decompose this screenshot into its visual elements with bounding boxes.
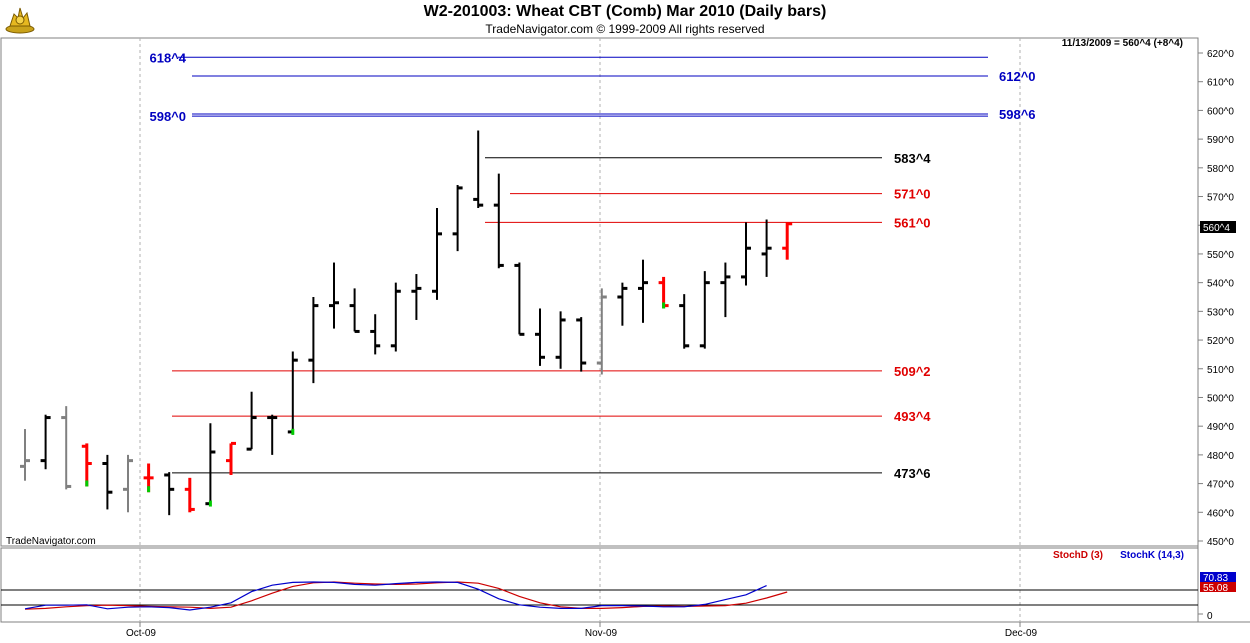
level-label: 598^6 (999, 107, 1036, 122)
chart-header: W2-201003: Wheat CBT (Comb) Mar 2010 (Da… (0, 0, 1250, 38)
ohlc-bar (741, 222, 751, 286)
ohlc-bar (555, 311, 566, 369)
ohlc-bar (638, 259, 648, 323)
level-label: 618^4 (149, 50, 186, 65)
ohlc-bar (143, 463, 154, 493)
stoch-k-line (24, 581, 767, 611)
ohlc-bar (184, 477, 195, 513)
level-label: 561^0 (894, 215, 931, 230)
stoch-d-value: 55.08 (1203, 583, 1228, 594)
x-tick-label: Oct-09 (126, 628, 156, 639)
y-tick-label: 500^0 (1207, 393, 1234, 404)
y-tick-label: 600^0 (1207, 106, 1234, 117)
ohlc-bar (452, 185, 463, 252)
ohlc-bar (102, 454, 113, 510)
ohlc-bar (61, 406, 72, 490)
watermark-text: TradeNavigator.com (6, 536, 96, 547)
ohlc-bar (617, 282, 628, 326)
stoch-k-value-tag (1200, 572, 1236, 582)
y-tick-label: 510^0 (1207, 365, 1234, 376)
level-label: 473^6 (894, 466, 931, 481)
x-tick-label: Dec-09 (1005, 628, 1038, 639)
ohlc-bar (782, 222, 793, 260)
y-tick-label: 480^0 (1207, 451, 1234, 462)
ohlc-bar (432, 208, 442, 300)
y-tick-label: 620^0 (1207, 49, 1234, 60)
ohlc-bar (267, 414, 278, 455)
ohlc-bar (699, 271, 710, 349)
ohlc-bar (493, 173, 504, 269)
ohlc-bar (390, 282, 401, 352)
ohlc-bar (514, 262, 525, 336)
legend-stoch-k: StochK (14,3) (1120, 550, 1184, 561)
ohlc-bar (308, 297, 319, 384)
y-tick-label: 450^0 (1207, 537, 1234, 548)
level-lines: 618^4 612^0 598^0 598^6 583^4 571^0 561^0 509^2… (149, 50, 1035, 481)
y-tick-label: 580^0 (1207, 164, 1234, 175)
ohlc-bar (576, 317, 587, 372)
y-tick-label: 540^0 (1207, 279, 1234, 290)
gold-bull-icon[interactable] (4, 4, 36, 34)
ohlc-bar (596, 288, 607, 375)
stoch-zero-label: 0 (1207, 611, 1213, 622)
month-gridlines (139, 38, 1021, 622)
ohlc-bar (164, 472, 175, 516)
date-axis: Oct-09 Nov-09 Dec-09 (126, 622, 1038, 639)
last-price-label: 560^4 (1203, 223, 1230, 234)
y-tick-label: 530^0 (1207, 307, 1234, 318)
y-tick-label: 490^0 (1207, 422, 1234, 433)
y-tick-label: 590^0 (1207, 135, 1234, 146)
ohlc-bar (123, 454, 133, 513)
quote-readout: 11/13/2009 = 560^4 (+8^4) (1062, 38, 1183, 49)
stoch-k-value: 70.83 (1203, 573, 1228, 584)
y-tick-label: 570^0 (1207, 193, 1234, 204)
level-label: 493^4 (894, 409, 931, 424)
stoch-d-value-tag (1200, 582, 1236, 592)
ohlc-bar (370, 314, 381, 355)
level-label: 612^0 (999, 69, 1036, 84)
ohlc-bar (658, 276, 669, 309)
y-tick-label: 610^0 (1207, 78, 1234, 89)
ohlc-bar (287, 351, 298, 435)
y-tick-label: 520^0 (1207, 336, 1234, 347)
level-label: 509^2 (894, 364, 931, 379)
y-tick-label: 460^0 (1207, 508, 1234, 519)
ohlc-bar (679, 294, 690, 349)
ohlc-bar (349, 288, 360, 333)
chart-subtitle: TradeNavigator.com © 1999-2009 All right… (485, 22, 765, 36)
ohlc-bar (535, 308, 545, 366)
ohlc-bar (246, 391, 257, 451)
x-tick-label: Nov-09 (585, 628, 618, 639)
y-tick-label: 550^0 (1207, 250, 1234, 261)
y-tick-label: 470^0 (1207, 480, 1234, 491)
chart-title: W2-201003: Wheat CBT (Comb) Mar 2010 (Da… (423, 3, 827, 20)
ohlc-bar (473, 130, 484, 209)
ohlc-bar (411, 274, 422, 320)
ohlc-bar (761, 219, 772, 277)
legend-stoch-d: StochD (3) (1053, 550, 1103, 561)
ohlc-bar (40, 414, 51, 470)
level-label: 571^0 (894, 187, 931, 202)
ohlc-bar (329, 262, 339, 329)
level-label: 583^4 (894, 151, 931, 166)
level-label: 598^0 (149, 109, 186, 124)
ohlc-bar (720, 262, 731, 318)
ohlc-bar (20, 429, 30, 481)
ohlc-bar (226, 441, 236, 475)
ohlc-bar (205, 423, 216, 507)
ohlc-bars (20, 130, 793, 516)
last-price-tag (1200, 221, 1236, 233)
price-axis: 450^0 460^0 470^0 480^0 490^0 500^0 510^0 520^0… (1198, 49, 1234, 548)
ohlc-bar (81, 443, 92, 487)
